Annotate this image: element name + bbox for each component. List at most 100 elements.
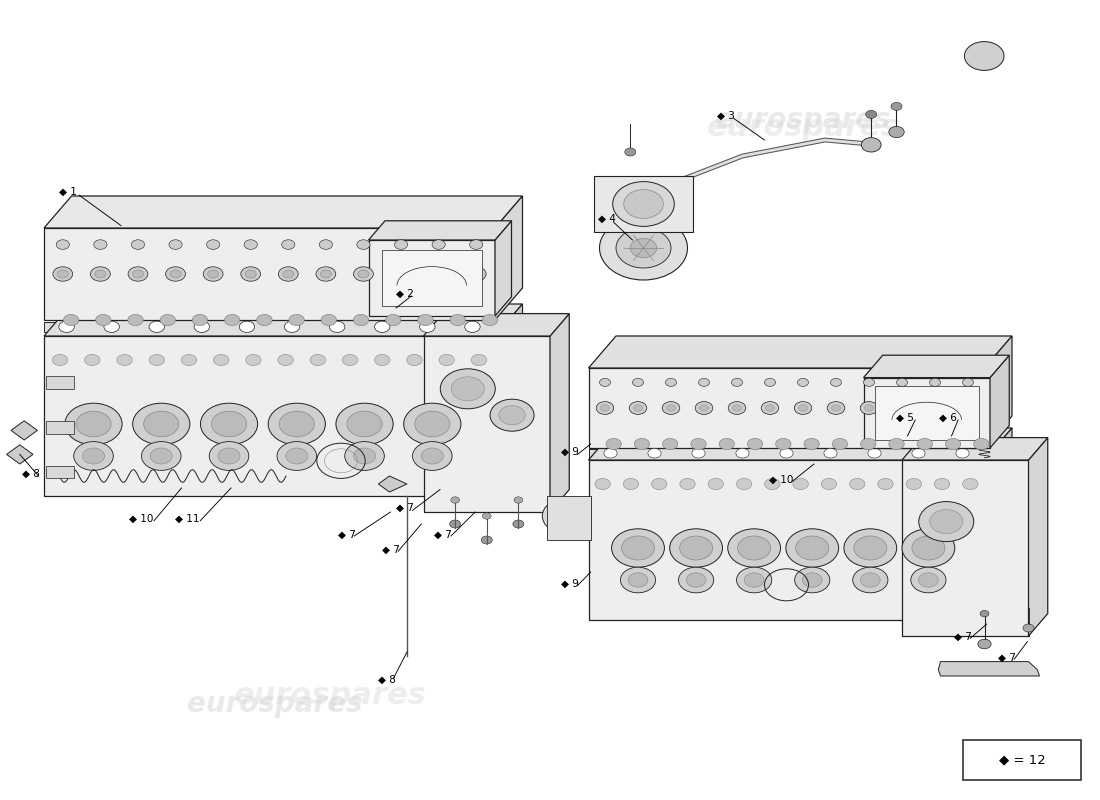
Circle shape [764,478,780,490]
Polygon shape [550,314,570,512]
Circle shape [374,322,389,333]
Bar [864,378,990,448]
Circle shape [604,448,617,458]
Polygon shape [44,304,522,336]
Circle shape [482,314,497,326]
Text: ◆ 9: ◆ 9 [561,447,579,457]
Circle shape [482,513,491,519]
Circle shape [662,402,680,414]
Circle shape [450,520,461,528]
Polygon shape [378,476,407,492]
Bar [46,466,74,478]
Circle shape [822,478,837,490]
Circle shape [499,406,526,425]
Text: ◆ 7: ◆ 7 [396,503,414,513]
Circle shape [208,270,219,278]
Circle shape [353,314,369,326]
Circle shape [860,402,878,414]
Circle shape [917,438,933,450]
Circle shape [117,354,132,366]
Circle shape [344,442,384,470]
Circle shape [358,270,368,278]
Circle shape [761,402,779,414]
Circle shape [780,448,793,458]
Text: ◆ 8: ◆ 8 [22,469,40,478]
Circle shape [600,216,688,280]
Circle shape [737,567,772,593]
Polygon shape [990,355,1010,448]
Bar [874,386,979,440]
Circle shape [415,411,450,437]
Circle shape [128,314,143,326]
Circle shape [670,529,723,567]
Circle shape [542,498,591,534]
Circle shape [213,354,229,366]
Bar [368,240,495,316]
Circle shape [65,403,122,445]
Polygon shape [495,221,512,316]
Bar [588,368,984,448]
Circle shape [956,448,969,458]
Bar [424,336,550,512]
Circle shape [412,442,452,470]
Circle shape [200,403,257,445]
Circle shape [421,448,443,464]
Circle shape [893,402,911,414]
Text: ◆ 10: ◆ 10 [769,475,793,485]
Circle shape [630,238,657,258]
Circle shape [513,520,524,528]
Circle shape [728,529,781,567]
Circle shape [439,354,454,366]
Circle shape [85,354,100,366]
Circle shape [962,478,978,490]
Circle shape [407,354,422,366]
Circle shape [429,266,449,282]
Circle shape [620,567,656,593]
Text: ◆ = 12: ◆ = 12 [999,754,1045,766]
Circle shape [764,378,776,386]
Circle shape [865,405,873,411]
Text: eurospares: eurospares [706,114,900,142]
Circle shape [691,438,706,450]
Text: ◆ 9: ◆ 9 [561,579,579,589]
Text: ◆ 7: ◆ 7 [434,530,452,539]
Polygon shape [44,196,522,228]
Bar [588,460,984,620]
Circle shape [616,228,671,268]
Circle shape [420,322,434,333]
Bar [594,176,693,232]
Circle shape [374,354,389,366]
Circle shape [844,529,896,567]
Bar [962,740,1081,780]
Circle shape [824,448,837,458]
Circle shape [320,270,331,278]
Text: ◆ 10: ◆ 10 [129,514,153,523]
Circle shape [804,438,820,450]
Circle shape [852,567,888,593]
Circle shape [53,354,68,366]
Text: ◆ 7: ◆ 7 [382,545,399,554]
Circle shape [629,402,647,414]
Circle shape [58,322,75,333]
Circle shape [245,354,261,366]
Circle shape [912,536,945,560]
Circle shape [169,240,183,250]
Circle shape [150,354,165,366]
Bar [632,214,654,218]
Circle shape [277,442,317,470]
Circle shape [142,442,182,470]
Circle shape [346,411,382,437]
Circle shape [964,405,972,411]
Circle shape [799,405,807,411]
Circle shape [82,448,104,464]
Circle shape [980,610,989,617]
Circle shape [621,536,654,560]
Circle shape [404,403,461,445]
Circle shape [860,438,876,450]
Circle shape [440,369,495,409]
Circle shape [356,240,370,250]
Circle shape [418,314,433,326]
Text: eurospares: eurospares [715,106,891,134]
Circle shape [432,240,446,250]
Circle shape [625,148,636,156]
